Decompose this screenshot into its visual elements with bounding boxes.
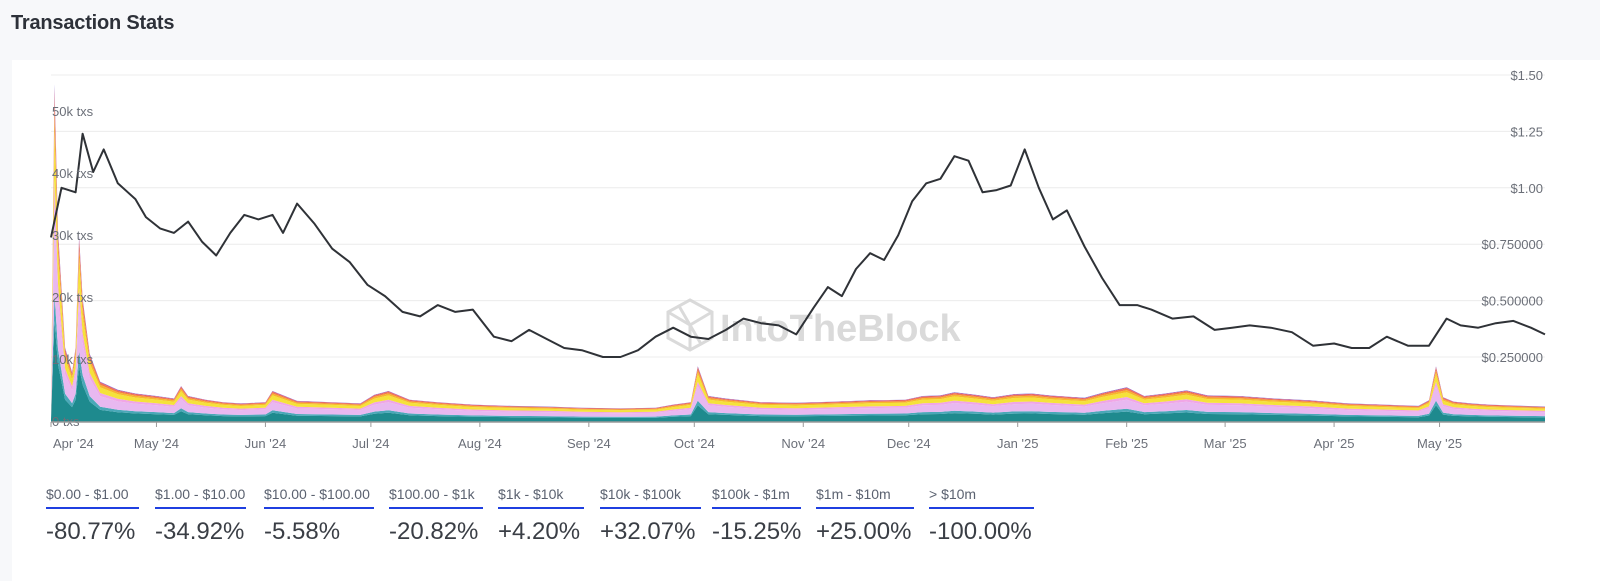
legend-range-label: $100.00 - $1k [389,486,475,502]
legend-range-label: $1.00 - $10.00 [155,486,246,502]
watermark: IntoTheBlock [666,298,962,352]
x-axis-tick-label: Apr '24 [53,436,94,451]
x-axis-tick-label: Dec '24 [887,436,931,451]
legend-item[interactable]: $1.00 - $10.00 -34.92% [155,486,246,546]
x-axis-tick-label: Jun '24 [245,436,287,451]
right-axis-tick-label: $1.50 [1510,68,1543,83]
x-axis-tick-label: Aug '24 [458,436,502,451]
legend-item[interactable]: $0.00 - $1.00 -80.77% [46,486,139,546]
page-title: Transaction Stats [11,12,175,34]
legend-range-label: $100k - $1m [712,486,790,502]
x-axis-tick-label: Jul '24 [352,436,389,451]
legend-item[interactable]: $1m - $10m +25.00% [816,486,914,546]
x-axis-tick-label: May '24 [134,436,179,451]
x-axis-tick-label: Feb '25 [1105,436,1148,451]
legend-range-label: $1m - $10m [816,486,891,502]
watermark-text: IntoTheBlock [720,308,962,350]
legend-underline [46,507,139,509]
legend-underline [600,507,701,509]
x-axis-tick-label: Sep '24 [567,436,611,451]
legend-range-label: $10k - $100k [600,486,681,502]
x-axis-tick-label: Oct '24 [674,436,715,451]
legend-change-value: -20.82% [389,518,479,545]
x-axis-tick-label: May '25 [1417,436,1462,451]
left-axis-tick-label: 30k txs [52,228,94,243]
x-axis-tick-label: Mar '25 [1204,436,1247,451]
legend-change-value: +25.00% [816,518,912,545]
legend-item[interactable]: $10k - $100k +32.07% [600,486,701,546]
watermark-logo-icon [666,298,714,352]
header: Transaction Stats [0,0,1600,60]
legend-range-label: $0.00 - $1.00 [46,486,129,502]
legend-underline [264,507,374,509]
legend-change-value: +32.07% [600,518,696,545]
tx-band-5 [51,131,1545,416]
legend-underline [155,507,246,509]
right-axis-tick-label: $0.500000 [1482,294,1543,309]
legend-item[interactable]: $1k - $10k +4.20% [498,486,584,546]
price-line-layer [50,132,1546,358]
legend-range-label: $1k - $10k [498,486,564,502]
legend-range-label: > $10m [929,486,977,502]
legend-underline [712,507,801,509]
right-axis-tick-label: $1.00 [1510,181,1543,196]
price-line [50,132,1546,358]
tx-band-4 [51,178,1545,417]
x-axis-tick-label: Nov '24 [781,436,825,451]
left-axis-tick-label: 20k txs [52,290,94,305]
legend-change-value: -15.25% [712,518,802,545]
legend-change-value: -34.92% [155,518,245,545]
legend-change-value: -80.77% [46,518,136,545]
right-axis-tick-label: $0.250000 [1482,350,1543,365]
legend-item[interactable]: $10.00 - $100.00 -5.58% [264,486,374,546]
legend-underline [389,507,483,509]
legend-change-value: -5.58% [264,518,341,545]
legend-item[interactable]: > $10m -100.00% [929,486,1034,546]
legend-change-value: -100.00% [929,518,1032,545]
x-axis-tick-label: Jan '25 [997,436,1039,451]
legend-change-value: +4.20% [498,518,581,545]
legend-item[interactable]: $100.00 - $1k -20.82% [389,486,483,546]
legend: $0.00 - $1.00 -80.77% $1.00 - $10.00 -34.92… [12,60,1600,545]
right-axis-tick-label: $0.750000 [1482,237,1543,252]
legend-underline [498,507,584,509]
left-axis-tick-label: 50k txs [52,104,94,119]
x-axis-tick-label: Apr '25 [1314,436,1355,451]
left-axis-tick-label: 40k txs [52,166,94,181]
legend-underline [816,507,914,509]
right-axis-tick-label: $1.25 [1510,124,1543,139]
chart-card: IntoTheBlock 0 txs 10k txs 20k txs 30k txs 4… [12,60,1600,581]
legend-underline [929,507,1034,509]
legend-item[interactable]: $100k - $1m -15.25% [712,486,801,546]
left-axis-tick-label: 10k txs [52,352,94,367]
legend-range-label: $10.00 - $100.00 [264,486,370,502]
